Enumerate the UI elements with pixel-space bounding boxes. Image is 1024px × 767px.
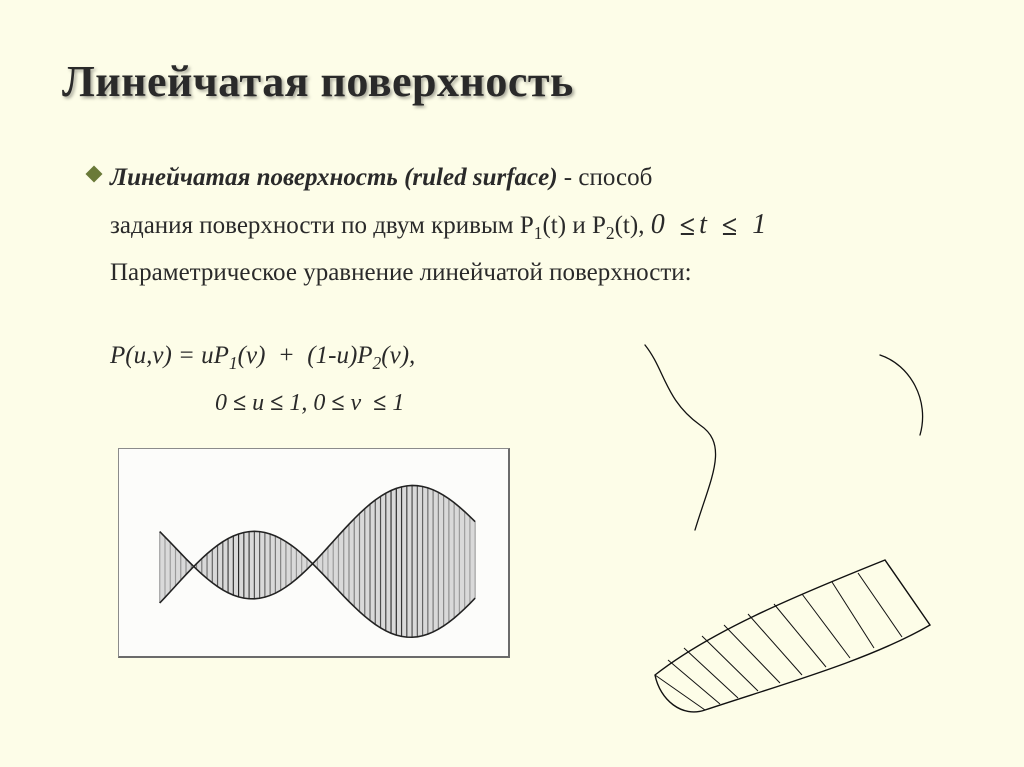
line2-a: задания поверхности по двум кривым P <box>110 212 534 239</box>
figure-ruled-surface-sketch <box>610 330 960 730</box>
intro-line-1: Линейчатая поверхность (ruled surface) -… <box>110 155 950 200</box>
line2-c: (t), <box>615 212 645 239</box>
page-title: Линейчатая поверхность <box>62 56 574 107</box>
term: Линейчатая поверхность (ruled surface) <box>110 164 558 191</box>
param-range: 0 ≤t ≤ 1 <box>651 209 771 242</box>
intro-line-3: Параметрическое уравнение линейчатой пов… <box>110 250 950 295</box>
bullet-icon <box>86 166 103 183</box>
figure-ruled-surface-3d <box>118 448 510 658</box>
line1-rest: - способ <box>558 164 653 191</box>
equation: P(u,v) = uP1(v) + (1-u)P2(v), <box>110 342 415 374</box>
body-text: Линейчатая поверхность (ruled surface) -… <box>110 155 950 295</box>
line2-b: (t) и P <box>542 212 605 239</box>
sub-2: 2 <box>606 223 615 243</box>
constraint: 0 ≤ u ≤ 1, 0 ≤ v ≤ 1 <box>215 390 404 417</box>
intro-line-2: задания поверхности по двум кривым P1(t)… <box>110 200 950 250</box>
